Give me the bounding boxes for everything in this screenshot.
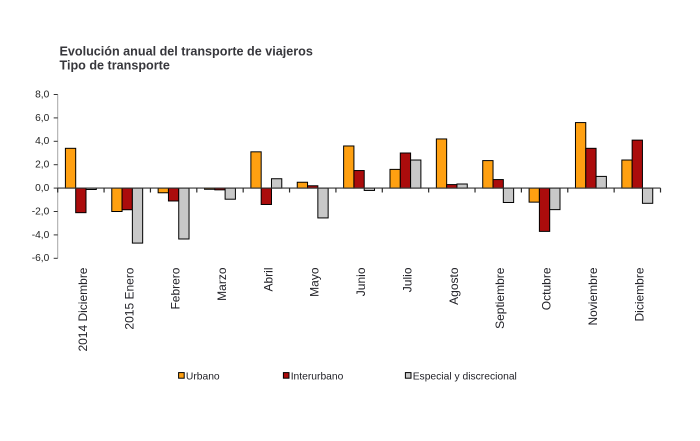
svg-text:Septiembre: Septiembre — [493, 267, 507, 329]
svg-text:6,0: 6,0 — [35, 113, 49, 124]
svg-text:Urbano: Urbano — [186, 371, 220, 382]
svg-text:Agosto: Agosto — [447, 267, 461, 305]
svg-text:Marzo: Marzo — [215, 267, 229, 301]
svg-text:Octubre: Octubre — [540, 267, 554, 310]
svg-text:Julio: Julio — [401, 267, 415, 292]
svg-text:Interurbano: Interurbano — [291, 371, 344, 382]
svg-text:2015 Enero: 2015 Enero — [122, 267, 136, 329]
svg-text:Mayo: Mayo — [308, 267, 322, 297]
svg-text:Especial y discrecional: Especial y discrecional — [413, 371, 517, 382]
svg-text:Tipo de transporte: Tipo de transporte — [60, 59, 170, 73]
svg-text:Diciembre: Diciembre — [632, 267, 646, 321]
svg-text:0,0: 0,0 — [35, 183, 49, 194]
svg-text:Noviembre: Noviembre — [586, 267, 600, 325]
svg-text:-6,0: -6,0 — [32, 253, 50, 264]
svg-text:2,0: 2,0 — [35, 160, 49, 171]
svg-text:Febrero: Febrero — [169, 267, 183, 309]
svg-text:4,0: 4,0 — [35, 136, 49, 147]
svg-text:Abril: Abril — [261, 268, 275, 292]
svg-text:2014 Diciembre: 2014 Diciembre — [76, 267, 90, 351]
svg-text:-2,0: -2,0 — [32, 206, 50, 217]
svg-text:Junio: Junio — [354, 267, 368, 296]
svg-text:Evolución anual del transporte: Evolución anual del transporte de viajer… — [60, 45, 313, 59]
svg-text:8,0: 8,0 — [35, 89, 49, 100]
svg-text:-4,0: -4,0 — [32, 230, 50, 241]
